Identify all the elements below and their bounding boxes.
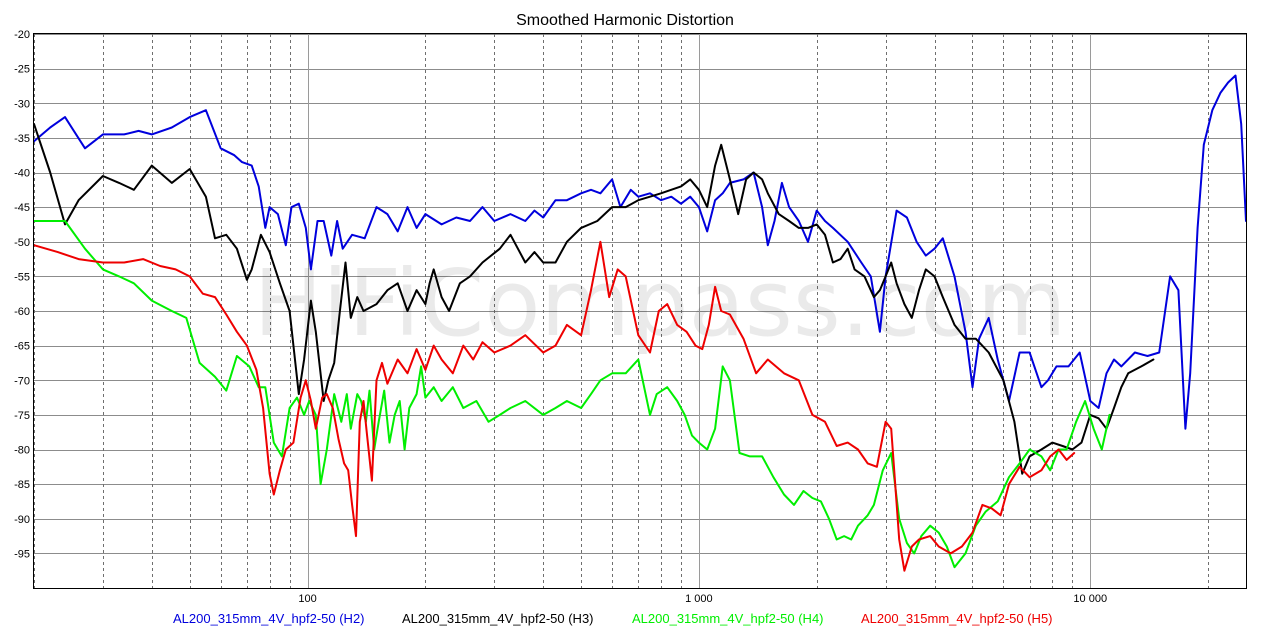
watermark-text: HiFiCompass.com	[253, 250, 1066, 357]
y-tick-label: -30	[14, 98, 30, 110]
y-tick-label: -35	[14, 133, 30, 145]
y-tick-label: -70	[14, 375, 30, 387]
series-line-h5	[33, 240, 1076, 572]
y-axis: -20 -25 -30 -35 -40 -45 -50 -55 -60 -65 -70 -75 -80 -…	[14, 29, 30, 560]
y-tick-label: -20	[14, 29, 30, 41]
y-tick-label: -25	[14, 64, 30, 76]
y-tick-label: -75	[14, 410, 30, 422]
y-tick-label: -55	[14, 271, 30, 283]
y-tick-label: -40	[14, 168, 30, 180]
y-tick-label: -65	[14, 341, 30, 353]
y-tick-label: -50	[14, 237, 30, 249]
y-tick-label: -45	[14, 202, 30, 214]
y-tick-label: -80	[14, 445, 30, 457]
y-tick-label: -85	[14, 479, 30, 491]
series-line-h3	[33, 123, 1155, 475]
legend-entry-h5: AL200_315mm_4V_hpf2-50 (H5)	[861, 611, 1053, 626]
x-tick-label: 100	[298, 593, 316, 605]
series-layer	[33, 74, 1247, 572]
series-line-h2	[33, 74, 1247, 430]
legend: AL200_315mm_4V_hpf2-50 (H2) AL200_315mm_4…	[173, 611, 1053, 626]
x-tick-label: 10 000	[1073, 593, 1107, 605]
y-tick-label: -95	[14, 548, 30, 560]
series-line-h4	[33, 220, 1111, 569]
legend-entry-h4: AL200_315mm_4V_hpf2-50 (H4)	[632, 611, 824, 626]
y-tick-label: -60	[14, 306, 30, 318]
x-tick-label: 1 000	[685, 593, 713, 605]
plot-frame	[33, 33, 1247, 589]
y-tick-label: -90	[14, 514, 30, 526]
chart-title: Smoothed Harmonic Distortion	[516, 12, 734, 29]
legend-entry-h3: AL200_315mm_4V_hpf2-50 (H3)	[402, 611, 594, 626]
x-axis: 100 1 000 10 000	[298, 593, 1107, 605]
legend-entry-h2: AL200_315mm_4V_hpf2-50 (H2)	[173, 611, 365, 626]
grid	[34, 34, 1246, 588]
